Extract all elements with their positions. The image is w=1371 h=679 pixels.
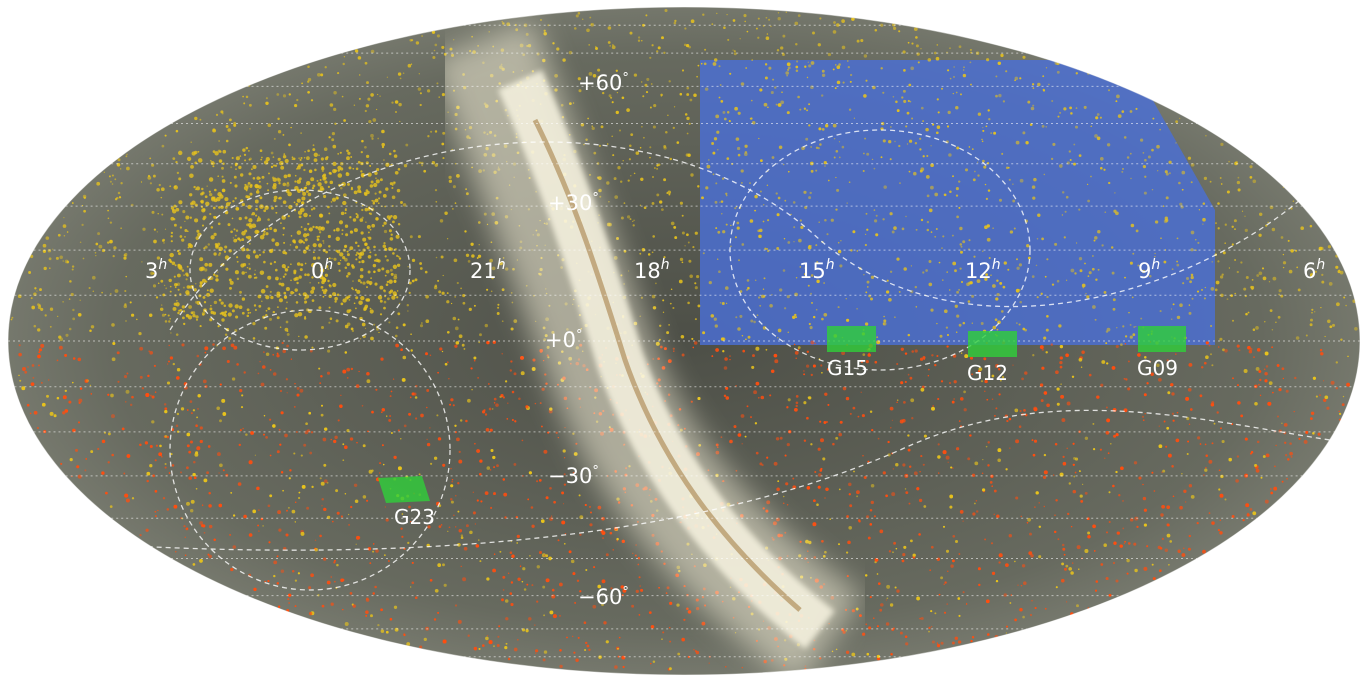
- field-g23[interactable]: [378, 476, 430, 503]
- dec-label-plus30: +30°: [548, 191, 599, 215]
- field-g12[interactable]: [968, 331, 1017, 357]
- ra-labels: 3h 0h 21h 18h 15h 12h 9h 6h: [145, 257, 1325, 283]
- dec-label-plus60: +60°: [578, 71, 629, 95]
- field-labels: G15 G12 G09 G23: [394, 356, 1178, 529]
- coordinate-grid: [8, 24, 1360, 658]
- map-outline: [7, 6, 1361, 676]
- ra-label-3h: 3h: [145, 257, 167, 283]
- milky-way-band: [428, 19, 863, 675]
- field-g15[interactable]: [827, 326, 876, 352]
- ra-label-9h: 9h: [1138, 257, 1160, 283]
- reference-curves: [39, 129, 1331, 591]
- dec-label-minus30: −30°: [548, 464, 599, 488]
- dec-label-minus60: −60°: [578, 585, 629, 609]
- field-label-g09: G09: [1137, 356, 1178, 380]
- field-g09[interactable]: [1138, 326, 1186, 352]
- ra-label-21h: 21h: [470, 257, 506, 283]
- dec-label-0: +0°: [545, 328, 582, 352]
- field-label-g15: G15: [827, 356, 868, 380]
- ra-label-18h: 18h: [634, 257, 670, 283]
- ra-label-12h: 12h: [965, 257, 1001, 283]
- gama-fields: [378, 326, 1186, 503]
- dec-labels: +60° +30° +0° −30° −60°: [545, 71, 629, 609]
- field-label-g23: G23: [394, 505, 435, 529]
- north-survey-region: [700, 60, 1215, 345]
- field-label-g12: G12: [967, 361, 1008, 385]
- ra-label-0h: 0h: [311, 257, 333, 283]
- ra-label-6h: 6h: [1303, 257, 1325, 283]
- ra-label-15h: 15h: [799, 257, 835, 283]
